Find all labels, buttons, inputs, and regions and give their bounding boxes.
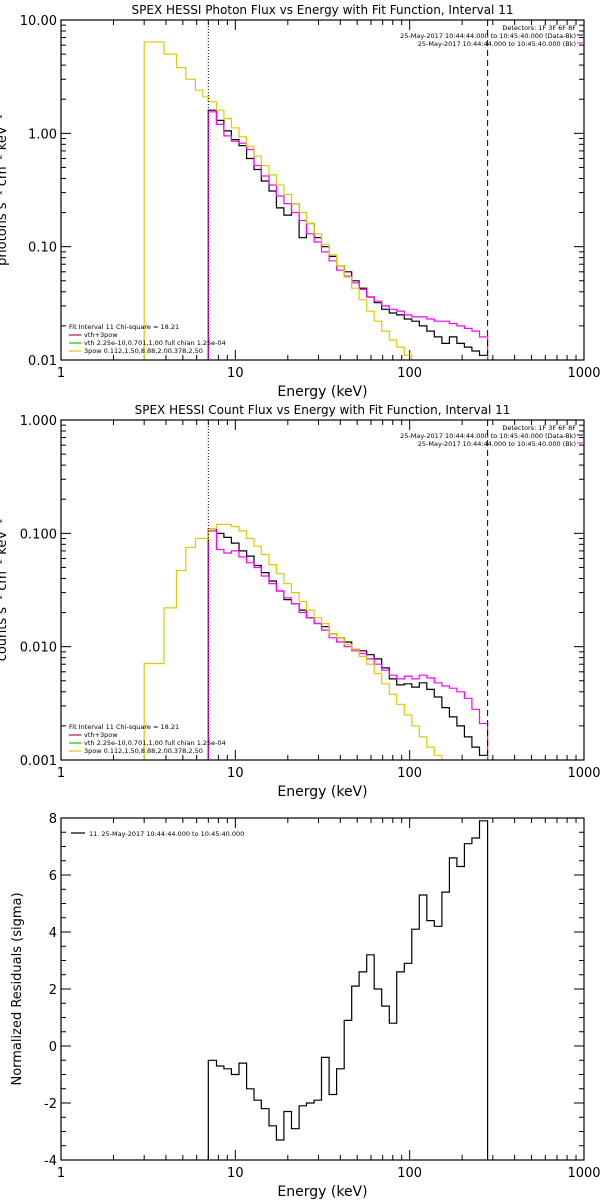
y-tick-label: 0.100 <box>20 527 57 542</box>
legend-label: 11. 25-May-2017 10:44:44.000 to 10:45:40… <box>89 830 244 838</box>
x-tick-label: 10 <box>227 766 244 781</box>
x-tick-label: 10 <box>227 366 244 381</box>
y-tick-label: 8 <box>49 812 57 827</box>
series-data <box>207 820 489 1160</box>
header-line: 25-May-2017 10:44:44.000 to 10:45:40.000… <box>400 432 576 440</box>
y-tick-label: -4 <box>44 1154 57 1169</box>
fit-info-line: Fit Interval 11 Chi-square = 18.21 <box>69 323 179 331</box>
fit-info-line: vth+3pow <box>84 331 118 339</box>
y-tick-label: 1.00 <box>28 127 57 142</box>
y-axis-label: Normalized Residuals (sigma) <box>10 892 25 1085</box>
header-line: Detectors: 1F 3F 6F 8F <box>502 424 576 432</box>
x-tick-label: 100 <box>397 1166 422 1181</box>
y-tick-label: 1.000 <box>20 414 57 429</box>
fit-info-line: Fit Interval 11 Chi-square = 18.21 <box>69 723 179 731</box>
y-axis-label: photons s⁻¹ cm⁻² keV⁻¹ <box>0 114 10 266</box>
y-tick-label: 2 <box>49 983 57 998</box>
x-tick-label: 100 <box>397 766 422 781</box>
x-tick-label: 1000 <box>567 766 600 781</box>
y-tick-label: 0.001 <box>20 754 57 769</box>
y-tick-label: 0.01 <box>28 354 57 369</box>
series-data <box>207 109 489 360</box>
header-line: Detectors: 1F 3F 6F 8F <box>502 24 576 32</box>
header-line: 25-May-2017 10:44:44.000 to 10:45:40.000… <box>418 40 576 48</box>
fit-info-line: vth 2.25e-10,0.701,1.00 full chian 1.25e… <box>84 339 226 347</box>
plot-area <box>207 820 489 1160</box>
y-tick-label: 0.10 <box>28 241 57 256</box>
plot-frame <box>60 19 585 361</box>
series-model <box>207 530 489 760</box>
x-tick-label: 10 <box>227 1166 244 1181</box>
chart-panel-3: 1 10 100 1000 8 6 4 2 0 -2 -4 Energy (keV) Normalize… <box>10 812 600 1200</box>
x-axis-label: Energy (keV) <box>277 784 367 800</box>
plot-frame <box>60 419 585 761</box>
x-axis-label: Energy (keV) <box>277 384 367 400</box>
series-model <box>207 111 489 360</box>
plot-area <box>143 523 489 760</box>
header-line: 25-May-2017 10:44:44.000 to 10:45:40.000… <box>400 32 576 40</box>
x-axis-label: Energy (keV) <box>277 1184 367 1200</box>
chart-title: SPEX HESSI Count Flux vs Energy with Fit… <box>135 403 511 417</box>
plot-area <box>143 41 489 360</box>
x-tick-label: 1 <box>57 1166 65 1181</box>
x-tick-label: 1000 <box>567 366 600 381</box>
y-tick-label: -2 <box>44 1097 57 1112</box>
fit-info-line: vth 2.25e-10,0.701,1.00 full chian 1.25e… <box>84 739 226 747</box>
y-tick-label: 0.010 <box>20 641 57 656</box>
series-powerlaw <box>143 523 443 760</box>
header-line: 25-May-2017 10:44:44.000 to 10:45:40.000… <box>418 440 576 448</box>
x-tick-label: 1 <box>57 366 65 381</box>
fit-info-line: 3pow 0.112,1.50,8.88,2.00,378,2.50 <box>84 347 203 355</box>
y-tick-label: 10.00 <box>20 14 57 29</box>
y-tick-label: 6 <box>49 869 57 884</box>
x-tick-label: 1000 <box>567 1166 600 1181</box>
fit-info-line: vth+3pow <box>84 731 118 739</box>
chart-title: SPEX HESSI Photon Flux vs Energy with Fi… <box>132 3 514 17</box>
plot-frame <box>60 817 585 1161</box>
x-tick-label: 1 <box>57 766 65 781</box>
series-powerlaw <box>143 41 413 360</box>
chart-panel-2: SPEX HESSI Count Flux vs Energy with Fit… <box>0 403 600 800</box>
series-data <box>207 528 489 760</box>
chart-panel-1: SPEX HESSI Photon Flux vs Energy with Fi… <box>0 3 600 400</box>
fit-info-line: 3pow 0.112,1.50,8.88,2.00,378,2.50 <box>84 747 203 755</box>
y-tick-label: 0 <box>49 1040 57 1055</box>
y-tick-label: 4 <box>49 926 57 941</box>
y-axis-label: counts s⁻¹ cm⁻² keV⁻¹ <box>0 519 10 662</box>
x-tick-label: 100 <box>397 366 422 381</box>
